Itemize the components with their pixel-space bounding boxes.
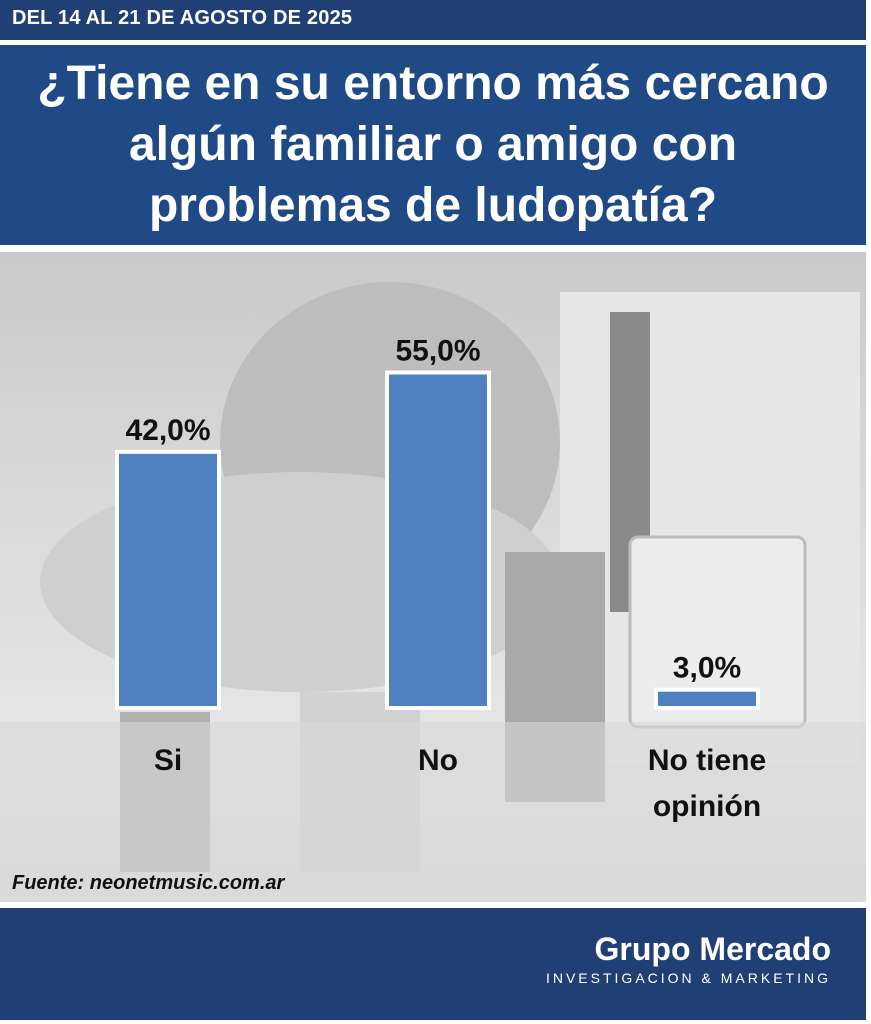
bar-chart: 42,0% Si 55,0% No 3,0% No tiene opinión: [115, 335, 766, 823]
category-label-1: Si: [154, 744, 182, 777]
brand-logo: Grupo Mercado INVESTIGACION & MARKETING: [546, 932, 831, 986]
date-bar: DEL 14 AL 21 DE AGOSTO DE 2025: [0, 0, 866, 40]
chart-title: ¿Tiene en su entorno más cercano algún f…: [37, 56, 829, 232]
brand-name: Grupo Mercado: [594, 931, 831, 967]
background-photo: 42,0% Si 55,0% No 3,0% No tiene opinión: [0, 252, 866, 902]
category-label-3-line-2: opinión: [653, 790, 761, 823]
bar-2: [385, 370, 491, 710]
value-label-2: 55,0%: [395, 335, 480, 368]
date-range: DEL 14 AL 21 DE AGOSTO DE 2025: [12, 7, 353, 29]
brand-tagline: INVESTIGACION & MARKETING: [545, 970, 831, 986]
category-label-2: No: [418, 744, 458, 777]
title-box: ¿Tiene en su entorno más cercano algún f…: [0, 45, 866, 245]
value-label-3: 3,0%: [673, 652, 741, 685]
category-label-3-line-1: No tiene: [648, 744, 766, 777]
bar-3: [654, 687, 760, 711]
footer-bar: [0, 908, 866, 1020]
source-note: Fuente: neonetmusic.com.ar: [12, 872, 285, 894]
bar-1: [115, 449, 221, 711]
value-label-1: 42,0%: [125, 414, 210, 447]
